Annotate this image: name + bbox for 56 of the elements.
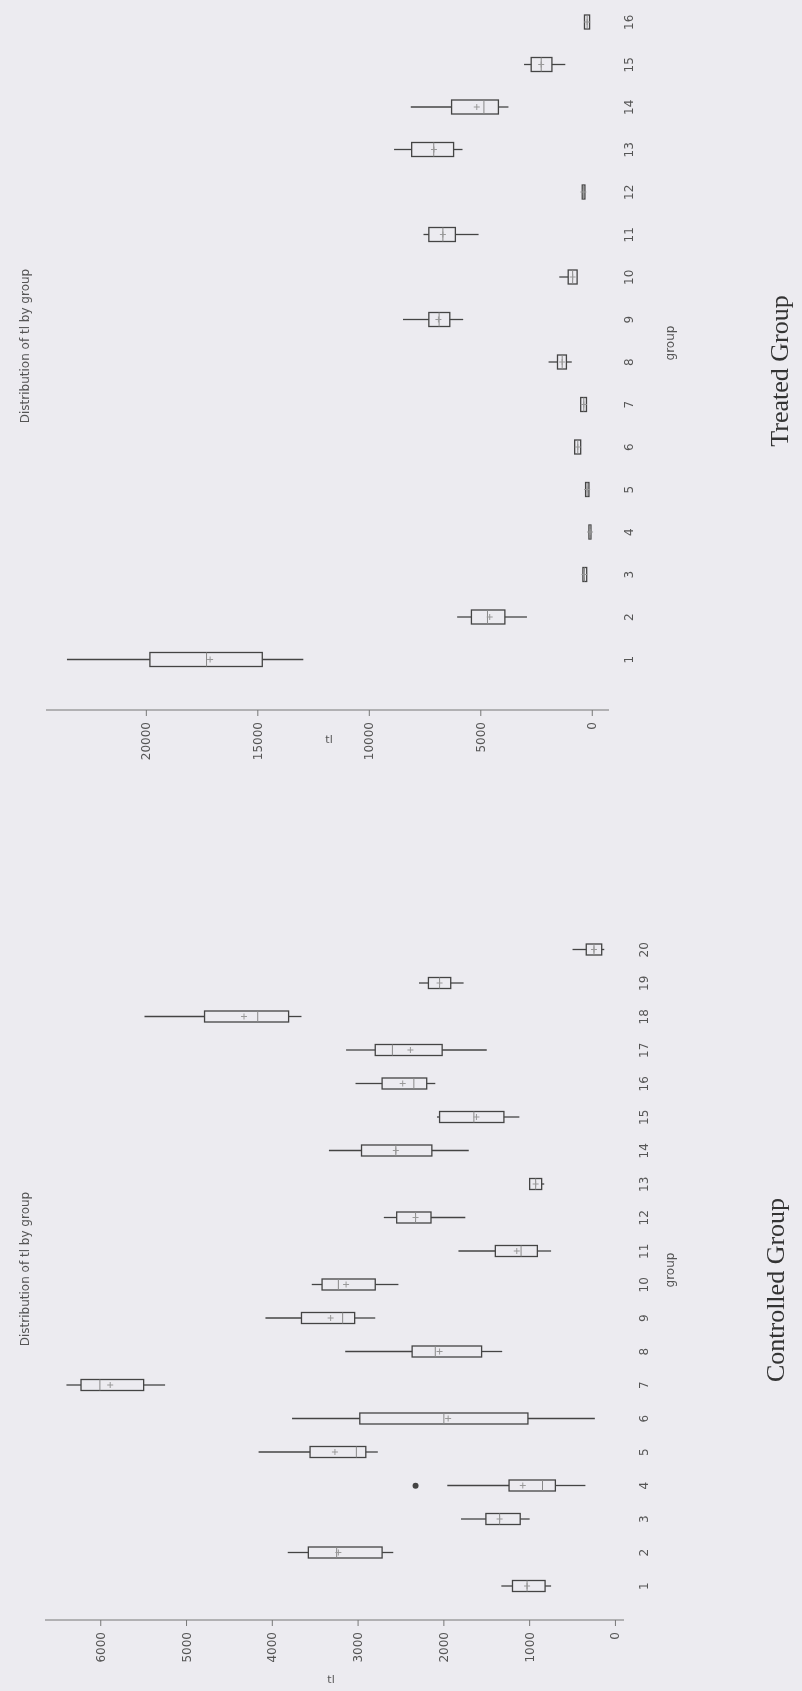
y-tick-label: 19 [637,975,651,991]
y-tick-label: 1 [637,1582,651,1591]
y-tick-label: 6 [622,443,636,452]
y-tick-label: 3 [622,570,636,579]
y-tick-label: 16 [622,14,636,30]
y-axis-title: group [662,1251,678,1290]
text: Controlled Group [760,1196,791,1385]
text: Distribution of tl by group [17,267,33,426]
y-tick-label: 2 [622,613,636,622]
x-tick-label: 0 [585,722,600,730]
y-tick-label: 13 [637,1176,651,1192]
y-tick-label: 14 [622,99,636,115]
y-tick-label: 10 [622,269,636,285]
y-tick-label: 12 [622,184,636,200]
text: Treated Group [764,294,795,449]
x-tick-label: 4000 [265,1632,280,1663]
y-tick-label: 7 [622,400,636,409]
y-tick-label: 9 [637,1314,651,1323]
y-tick-label: 9 [622,315,636,324]
y-tick-label: 18 [637,1009,651,1025]
x-tick-label: 5000 [179,1632,194,1663]
y-tick-label: 8 [622,358,636,367]
y-tick-label: 14 [637,1143,651,1159]
y-tick-label: 15 [622,57,636,73]
x-tick-label: 3000 [351,1632,366,1663]
x-tick-label: 2000 [436,1632,451,1663]
y-tick-label: 1 [622,655,636,664]
y-axis-title: group [662,324,678,363]
y-tick-label: 2 [637,1548,651,1557]
x-tick-label: 6000 [93,1632,108,1663]
x-tick-label: 15000 [250,722,265,761]
y-tick-label: 5 [637,1448,651,1457]
y-tick-label: 4 [622,528,636,537]
y-tick-label: 12 [637,1210,651,1226]
y-tick-label: 10 [637,1277,651,1293]
y-tick-label: 7 [637,1381,651,1390]
y-tick-label: 16 [637,1076,651,1092]
y-tick-label: 17 [637,1042,651,1058]
y-tick-label: 13 [622,142,636,158]
x-axis-title: tl [324,732,334,748]
y-tick-label: 6 [637,1414,651,1423]
y-tick-label: 5 [622,485,636,494]
x-axis-title: tl [326,1672,336,1688]
y-tick-label: 20 [637,942,651,958]
x-tick-label: 5000 [473,722,488,753]
x-tick-label: 10000 [362,722,377,761]
y-tick-label: 11 [622,227,636,243]
y-tick-label: 4 [637,1481,651,1490]
text: Distribution of tl by group [17,1190,33,1349]
y-tick-label: 11 [637,1243,651,1259]
x-tick-label: 0 [608,1632,623,1640]
x-tick-label: 20000 [139,722,154,761]
x-tick-label: 1000 [522,1632,537,1663]
y-tick-label: 8 [637,1347,651,1356]
y-tick-label: 15 [637,1109,651,1125]
y-tick-label: 3 [637,1515,651,1524]
